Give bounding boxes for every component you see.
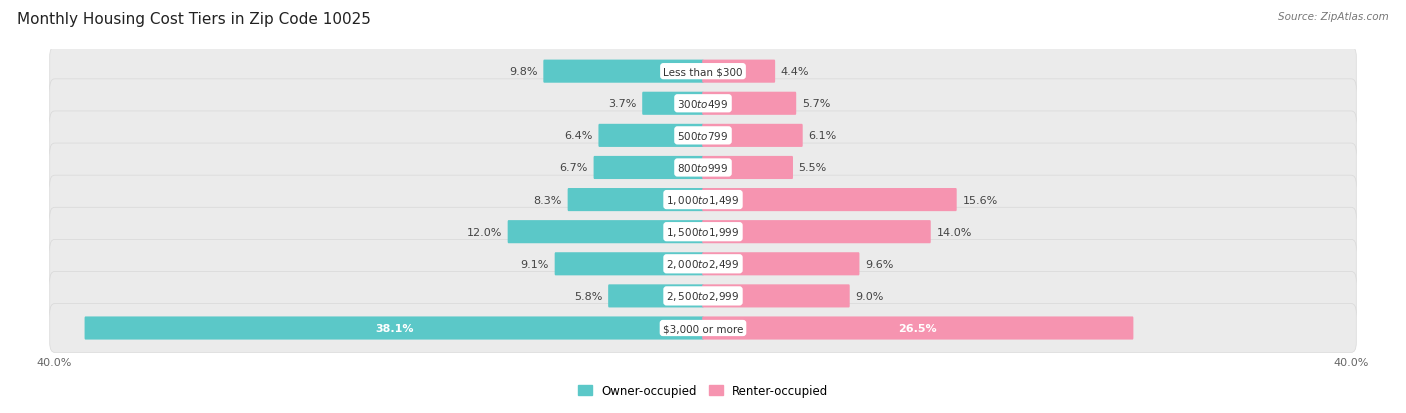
FancyBboxPatch shape <box>49 208 1357 256</box>
FancyBboxPatch shape <box>49 176 1357 224</box>
Text: 3.7%: 3.7% <box>609 99 637 109</box>
FancyBboxPatch shape <box>702 157 793 180</box>
FancyBboxPatch shape <box>49 112 1357 160</box>
Text: 6.4%: 6.4% <box>564 131 593 141</box>
FancyBboxPatch shape <box>543 60 704 83</box>
Text: 5.5%: 5.5% <box>799 163 827 173</box>
FancyBboxPatch shape <box>49 144 1357 192</box>
Text: $2,500 to $2,999: $2,500 to $2,999 <box>666 290 740 303</box>
Text: 5.7%: 5.7% <box>801 99 831 109</box>
FancyBboxPatch shape <box>508 221 704 244</box>
Text: Source: ZipAtlas.com: Source: ZipAtlas.com <box>1278 12 1389 22</box>
Legend: Owner-occupied, Renter-occupied: Owner-occupied, Renter-occupied <box>572 379 834 401</box>
Text: 4.4%: 4.4% <box>780 67 810 77</box>
FancyBboxPatch shape <box>643 93 704 116</box>
FancyBboxPatch shape <box>49 272 1357 320</box>
Text: 9.1%: 9.1% <box>520 259 548 269</box>
FancyBboxPatch shape <box>49 47 1357 96</box>
Text: $300 to $499: $300 to $499 <box>678 98 728 110</box>
Text: 14.0%: 14.0% <box>936 227 972 237</box>
Text: 26.5%: 26.5% <box>898 323 938 333</box>
Text: 38.1%: 38.1% <box>375 323 413 333</box>
FancyBboxPatch shape <box>702 93 796 116</box>
Text: 6.7%: 6.7% <box>560 163 588 173</box>
FancyBboxPatch shape <box>84 317 704 340</box>
FancyBboxPatch shape <box>593 157 704 180</box>
Text: 40.0%: 40.0% <box>37 357 72 367</box>
Text: 9.8%: 9.8% <box>509 67 537 77</box>
Text: 15.6%: 15.6% <box>962 195 998 205</box>
Text: 9.0%: 9.0% <box>855 291 884 301</box>
FancyBboxPatch shape <box>555 253 704 276</box>
Text: Monthly Housing Cost Tiers in Zip Code 10025: Monthly Housing Cost Tiers in Zip Code 1… <box>17 12 371 27</box>
Text: 40.0%: 40.0% <box>1334 357 1369 367</box>
FancyBboxPatch shape <box>49 304 1357 353</box>
FancyBboxPatch shape <box>609 285 704 308</box>
Text: $1,500 to $1,999: $1,500 to $1,999 <box>666 225 740 239</box>
FancyBboxPatch shape <box>599 124 704 147</box>
Text: $3,000 or more: $3,000 or more <box>662 323 744 333</box>
FancyBboxPatch shape <box>702 189 956 211</box>
Text: 9.6%: 9.6% <box>865 259 893 269</box>
FancyBboxPatch shape <box>702 221 931 244</box>
FancyBboxPatch shape <box>49 240 1357 289</box>
FancyBboxPatch shape <box>568 189 704 211</box>
FancyBboxPatch shape <box>702 317 1133 340</box>
Text: $800 to $999: $800 to $999 <box>678 162 728 174</box>
FancyBboxPatch shape <box>702 253 859 276</box>
Text: 5.8%: 5.8% <box>574 291 603 301</box>
Text: $500 to $799: $500 to $799 <box>678 130 728 142</box>
Text: $2,000 to $2,499: $2,000 to $2,499 <box>666 258 740 271</box>
FancyBboxPatch shape <box>702 285 849 308</box>
FancyBboxPatch shape <box>49 80 1357 128</box>
Text: Less than $300: Less than $300 <box>664 67 742 77</box>
Text: 8.3%: 8.3% <box>534 195 562 205</box>
FancyBboxPatch shape <box>702 60 775 83</box>
Text: 12.0%: 12.0% <box>467 227 502 237</box>
Text: $1,000 to $1,499: $1,000 to $1,499 <box>666 194 740 206</box>
Text: 6.1%: 6.1% <box>808 131 837 141</box>
FancyBboxPatch shape <box>702 124 803 147</box>
